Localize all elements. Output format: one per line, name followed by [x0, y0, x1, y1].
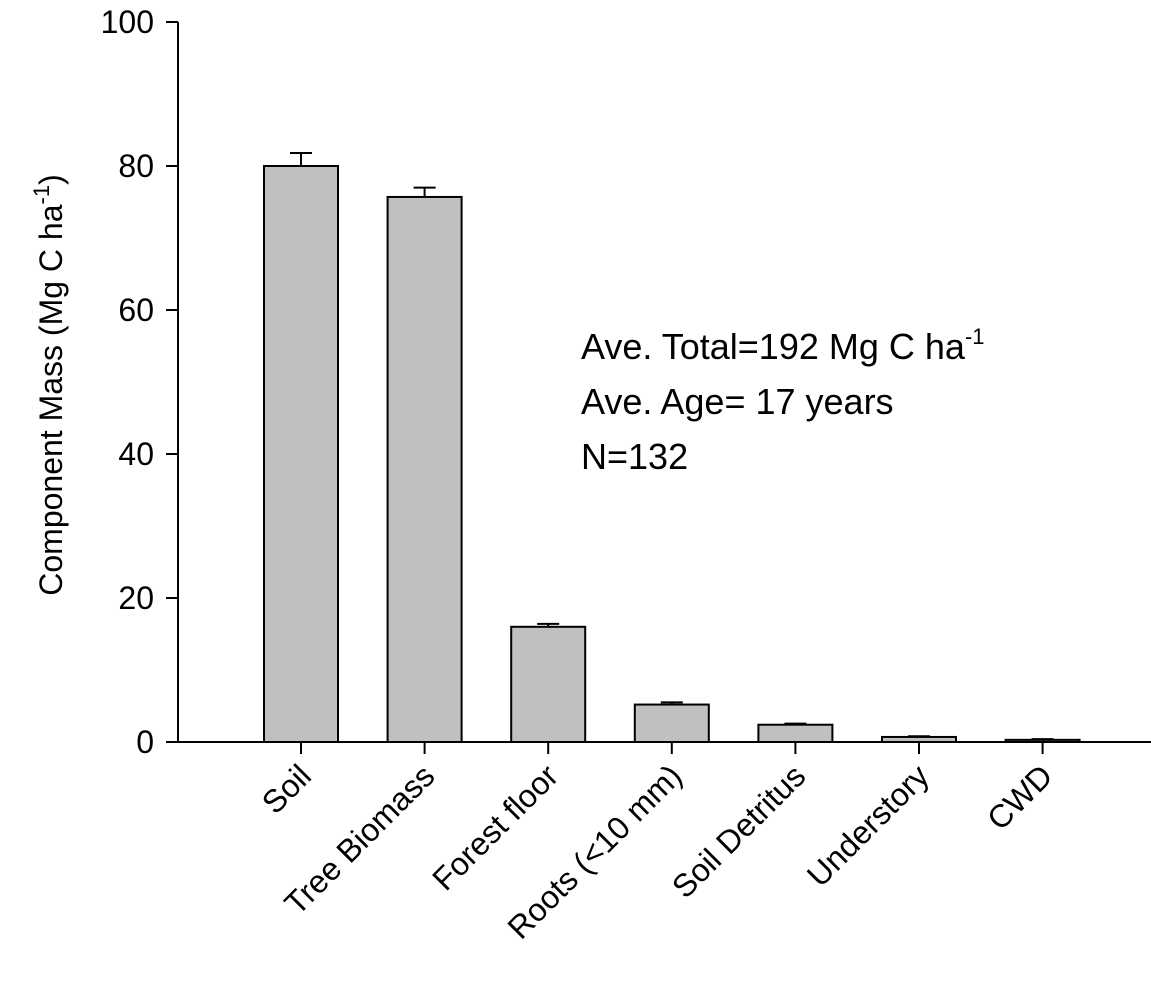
bar-roots-10-mm: [635, 705, 709, 742]
bar-soil: [264, 166, 338, 742]
bar-forest-floor: [511, 627, 585, 742]
y-tick-label-60: 60: [118, 292, 154, 328]
annotation-total-main: Ave. Total=192 Mg C ha: [581, 326, 966, 367]
y-tick-label-0: 0: [136, 724, 154, 760]
bar-soil-detritus: [758, 725, 832, 742]
y-tick-label-100: 100: [101, 4, 154, 40]
y-axis-label-close: ): [33, 174, 69, 185]
error-bar-soil: [290, 153, 312, 166]
y-axis-label: Component Mass (Mg C ha-1): [29, 174, 69, 595]
annotation-n: N=132: [581, 436, 688, 477]
error-bar-cwd: [1032, 739, 1054, 740]
annotation-total-superscript: -1: [965, 324, 985, 349]
x-tick-label-soil: Soil: [255, 757, 318, 820]
error-bar-soil-detritus: [784, 724, 806, 725]
x-tick-label-cwd: CWD: [980, 757, 1059, 836]
x-tick-label-understory: Understory: [800, 757, 936, 893]
y-tick-label-20: 20: [118, 580, 154, 616]
y-tick-label-40: 40: [118, 436, 154, 472]
bar-tree-biomass: [388, 197, 462, 742]
y-ticks-layer: 0 20 40 60 80 100: [101, 4, 178, 760]
error-bar-understory: [908, 736, 930, 737]
y-axis-label-superscript: -1: [29, 185, 54, 205]
y-axis-label-main: Component Mass (Mg C ha: [33, 204, 69, 595]
y-tick-label-80: 80: [118, 148, 154, 184]
error-bar-tree-biomass: [414, 188, 436, 197]
annotation-total: Ave. Total=192 Mg C ha-1: [581, 324, 985, 367]
annotation-age: Ave. Age= 17 years: [581, 381, 894, 422]
x-tick-label-soil-detritus: Soil Detritus: [665, 757, 812, 904]
